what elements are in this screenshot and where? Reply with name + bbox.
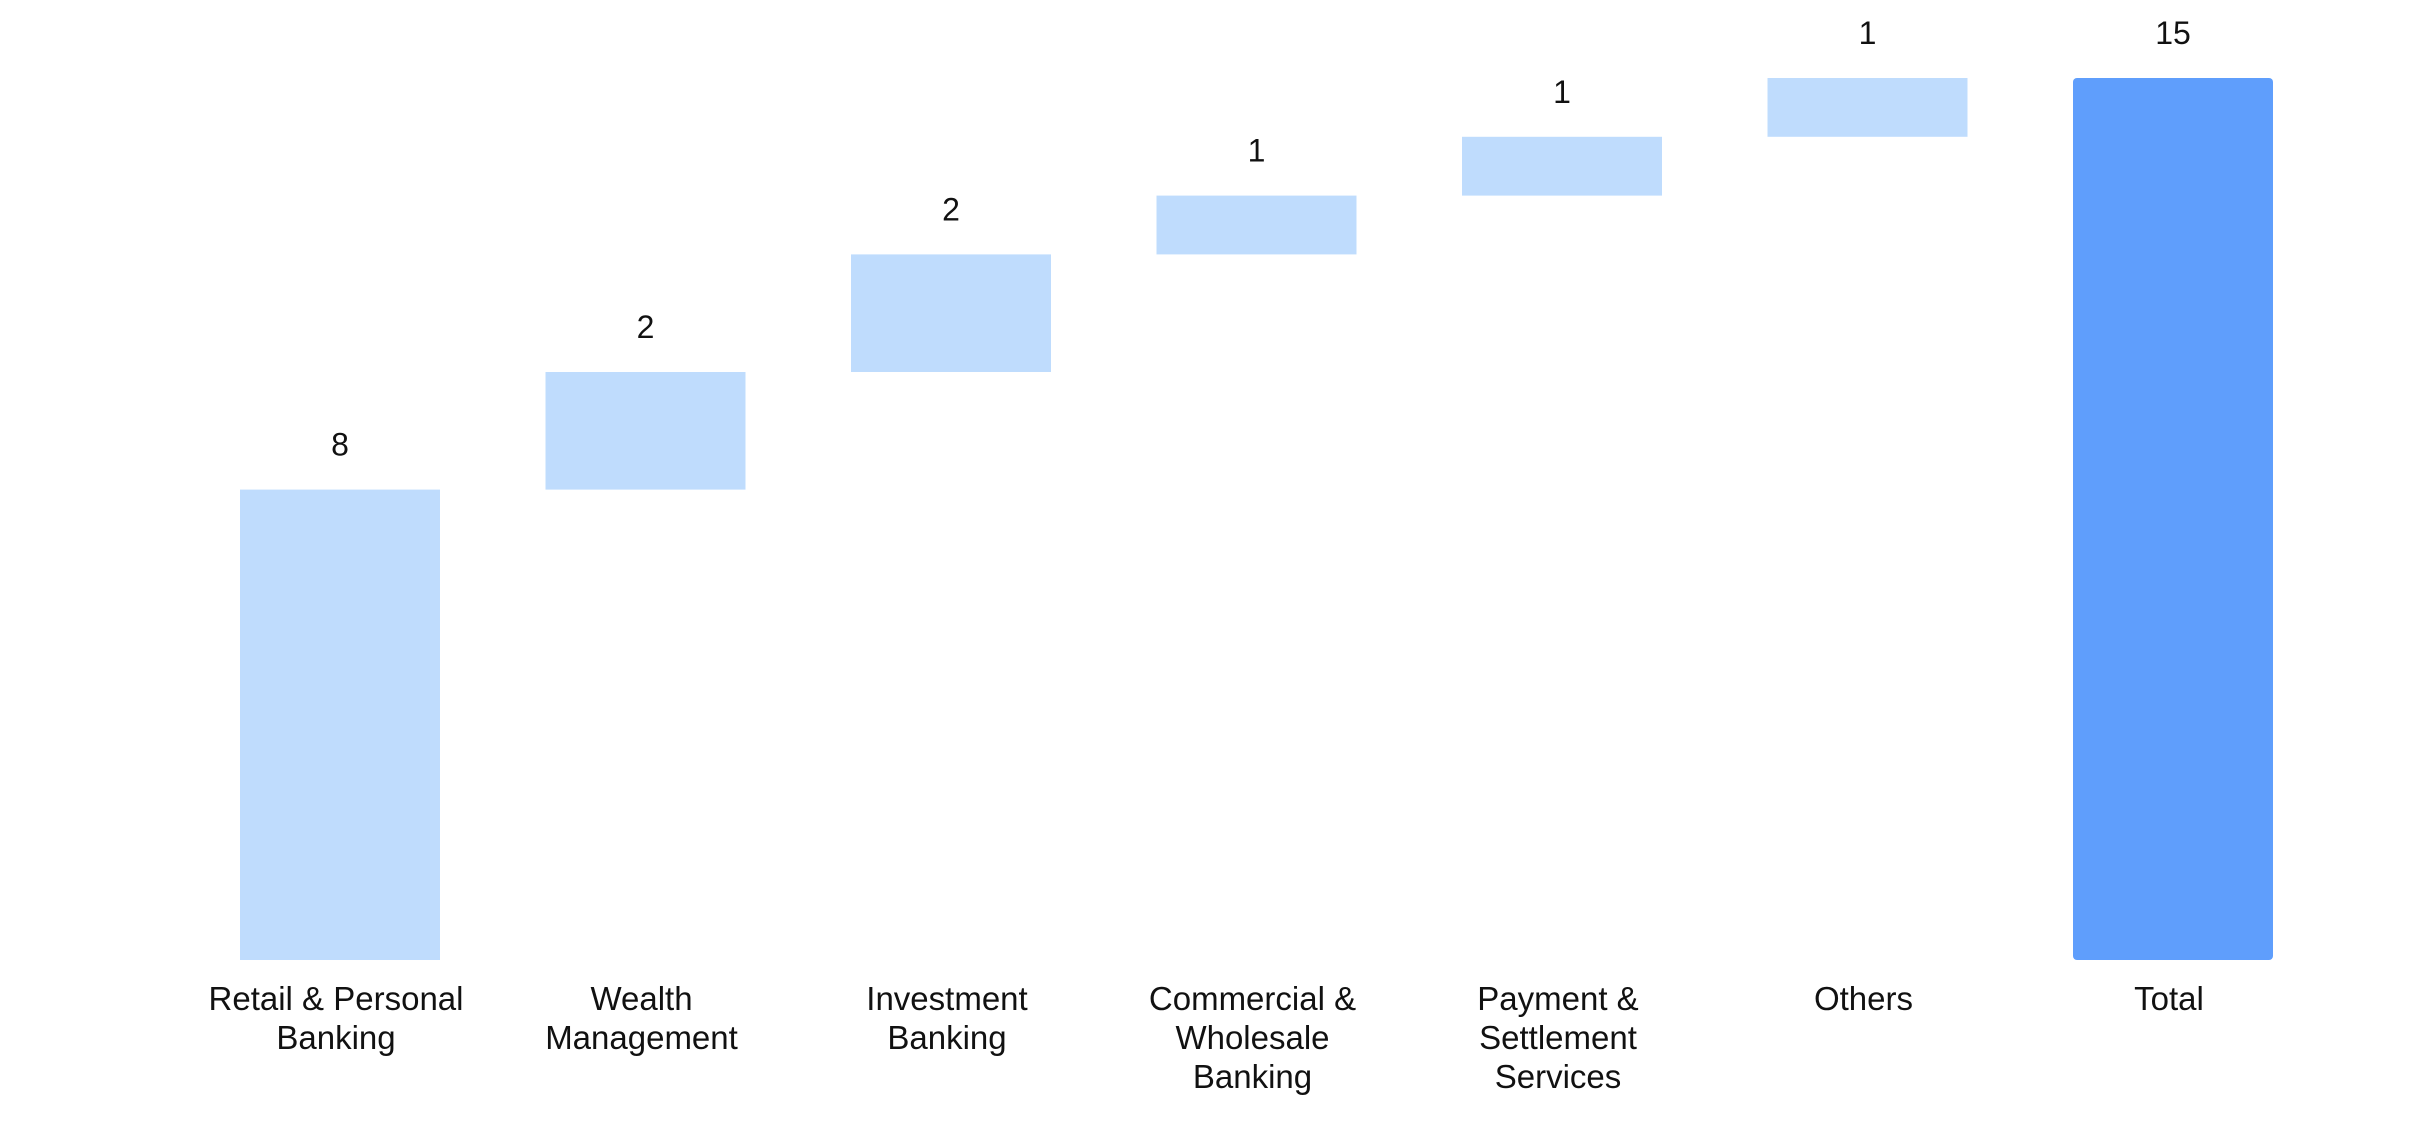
bar-2 xyxy=(545,372,746,490)
category-label-line: Payment & xyxy=(1477,980,1638,1017)
category-label-6: Others xyxy=(1814,980,1913,1017)
category-label-line: Commercial & xyxy=(1149,980,1356,1017)
category-label-line: Investment xyxy=(866,980,1027,1017)
category-label-1: Retail & Personal Banking xyxy=(209,980,464,1056)
bar-1 xyxy=(240,489,440,960)
bar-3 xyxy=(851,254,1051,372)
category-label-line: Others xyxy=(1814,980,1913,1017)
category-label-7: Total xyxy=(2134,980,2204,1017)
category-label-line: Banking xyxy=(276,1019,395,1056)
category-label-line: Banking xyxy=(1193,1058,1312,1095)
bars-layer xyxy=(240,78,2273,960)
category-label-line: Banking xyxy=(887,1019,1006,1056)
value-label-1: 8 xyxy=(331,427,349,463)
category-label-4: Commercial & Wholesale Banking xyxy=(1149,980,1356,1095)
value-label-7: 15 xyxy=(2155,15,2191,51)
category-label-line: Wealth xyxy=(590,980,692,1017)
category-label-3: Investment Banking xyxy=(866,980,1027,1056)
category-label-line: Management xyxy=(545,1019,738,1056)
category-label-line: Services xyxy=(1495,1058,1622,1095)
category-label-5: Payment & Settlement Services xyxy=(1477,980,1638,1095)
value-label-2: 2 xyxy=(637,309,655,345)
category-label-2: Wealth Management xyxy=(545,980,738,1056)
value-label-6: 1 xyxy=(1859,15,1877,51)
bar-5 xyxy=(1462,136,1662,196)
bar-6 xyxy=(1767,78,1968,137)
value-label-4: 1 xyxy=(1248,133,1266,169)
value-labels-layer: 8 2 2 1 1 1 15 xyxy=(331,15,2191,463)
value-label-3: 2 xyxy=(942,191,960,227)
value-label-5: 1 xyxy=(1553,74,1571,110)
bar-4 xyxy=(1156,195,1357,255)
category-label-line: Total xyxy=(2134,980,2204,1017)
category-label-line: Retail & Personal xyxy=(209,980,464,1017)
bar-7 xyxy=(2073,78,2273,960)
category-label-line: Settlement xyxy=(1479,1019,1637,1056)
category-label-line: Wholesale xyxy=(1175,1019,1329,1056)
